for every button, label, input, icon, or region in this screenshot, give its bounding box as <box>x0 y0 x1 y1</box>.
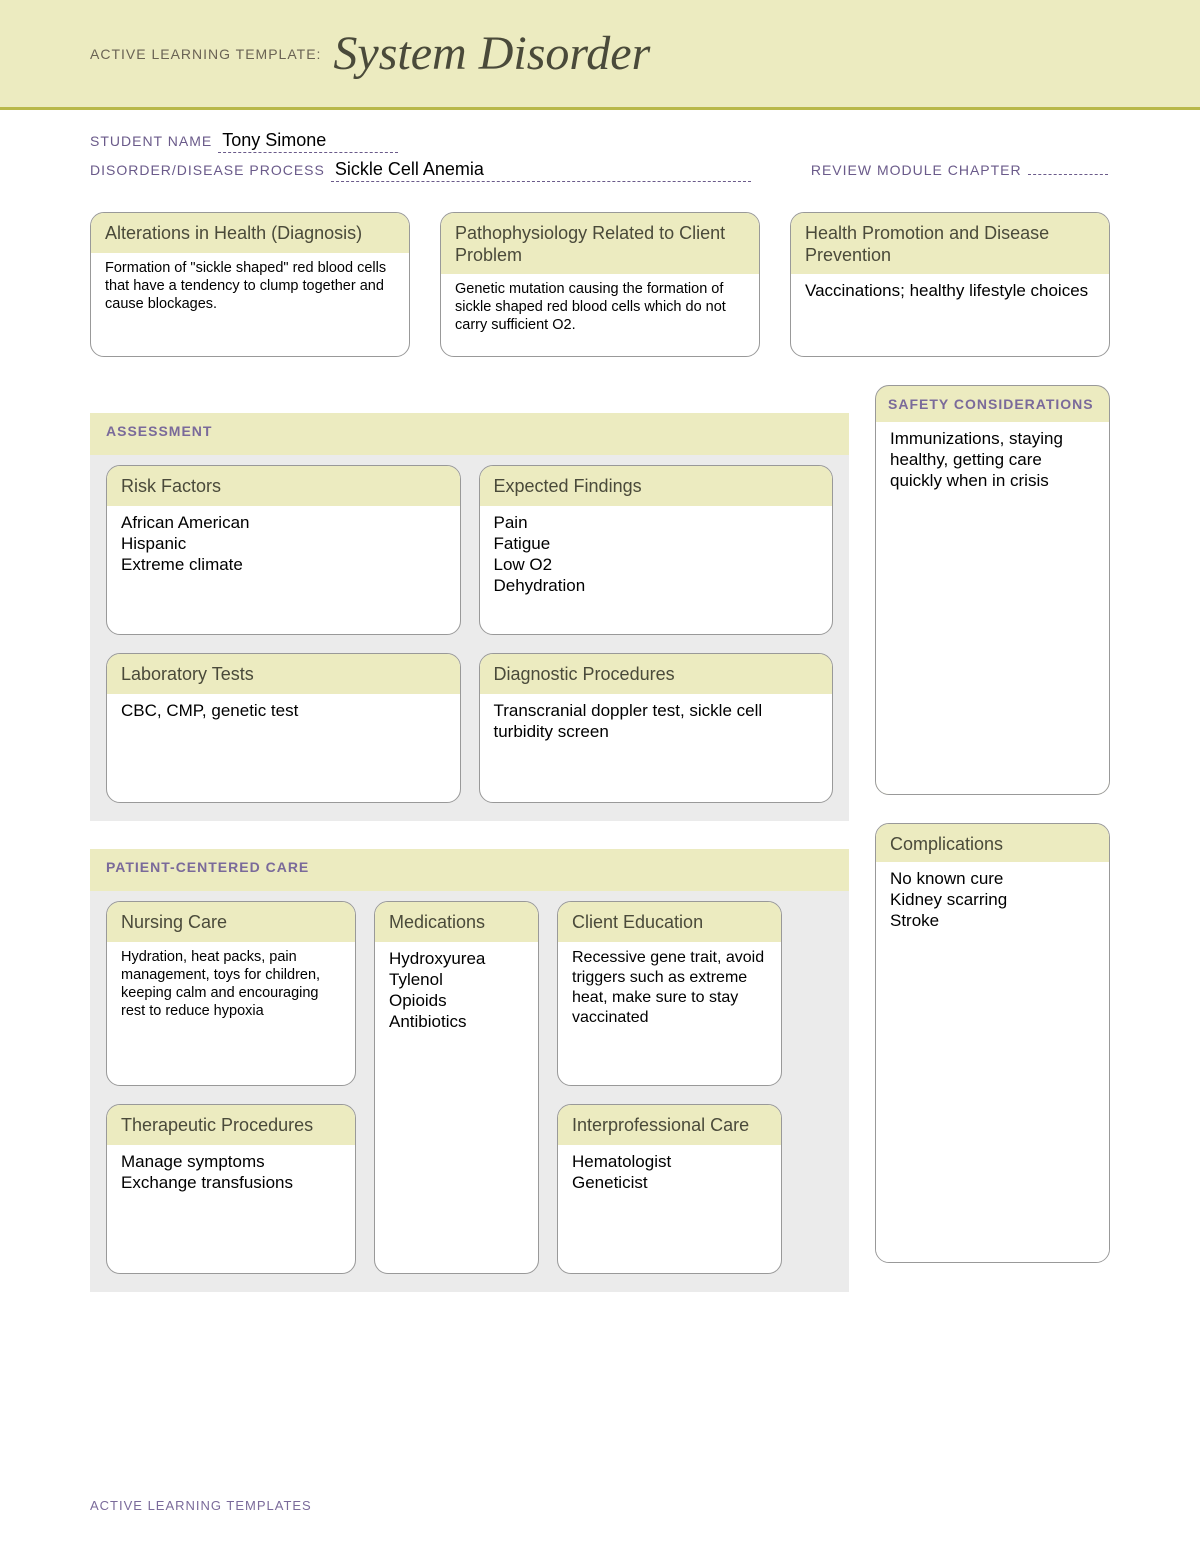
template-label: ACTIVE LEARNING TEMPLATE: <box>90 46 321 62</box>
alterations-card: Alterations in Health (Diagnosis) Format… <box>90 212 410 357</box>
lab-tests-title: Laboratory Tests <box>107 654 460 694</box>
expected-findings-title: Expected Findings <box>480 466 833 506</box>
therapeutic-title: Therapeutic Procedures <box>107 1105 355 1145</box>
risk-factors-card: Risk Factors African American Hispanic E… <box>106 465 461 635</box>
safety-block: SAFETY CONSIDERATIONS Immunizations, sta… <box>875 385 1110 795</box>
diagnostic-card: Diagnostic Procedures Transcranial doppl… <box>479 653 834 803</box>
student-name-label: STUDENT NAME <box>90 133 212 149</box>
lab-tests-body: CBC, CMP, genetic test <box>107 694 460 802</box>
content: STUDENT NAME Tony Simone DISORDER/DISEAS… <box>0 110 1200 1292</box>
review-value <box>1028 161 1108 175</box>
pcc-grid: Nursing Care Hydration, heat packs, pain… <box>106 901 833 1274</box>
therapeutic-card: Therapeutic Procedures Manage symptoms E… <box>106 1104 356 1274</box>
alterations-title: Alterations in Health (Diagnosis) <box>91 213 409 253</box>
student-name-row: STUDENT NAME Tony Simone <box>90 130 1110 153</box>
expected-findings-card: Expected Findings Pain Fatigue Low O2 De… <box>479 465 834 635</box>
left-column: ASSESSMENT Risk Factors African American… <box>90 385 849 1292</box>
patho-title: Pathophysiology Related to Client Proble… <box>441 213 759 274</box>
interprofessional-body: Hematologist Geneticist <box>558 1145 781 1273</box>
safety-title: SAFETY CONSIDERATIONS <box>876 386 1109 416</box>
top-banner: ACTIVE LEARNING TEMPLATE: System Disorde… <box>0 0 1200 110</box>
promotion-card: Health Promotion and Disease Prevention … <box>790 212 1110 357</box>
medications-title: Medications <box>375 902 538 942</box>
nursing-care-card: Nursing Care Hydration, heat packs, pain… <box>106 901 356 1086</box>
assessment-section: ASSESSMENT Risk Factors African American… <box>90 413 849 821</box>
medications-card: Medications Hydroxyurea Tylenol Opioids … <box>374 901 539 1274</box>
complications-block: Complications No known cure Kidney scarr… <box>875 823 1110 1263</box>
top-cards-row: Alterations in Health (Diagnosis) Format… <box>90 212 1110 357</box>
client-education-card: Client Education Recessive gene trait, a… <box>557 901 782 1086</box>
client-education-body: Recessive gene trait, avoid triggers suc… <box>558 942 781 1085</box>
page: ACTIVE LEARNING TEMPLATE: System Disorde… <box>0 0 1200 1292</box>
nursing-care-title: Nursing Care <box>107 902 355 942</box>
footer-text: ACTIVE LEARNING TEMPLATES <box>90 1498 312 1513</box>
patho-card: Pathophysiology Related to Client Proble… <box>440 212 760 357</box>
therapeutic-body: Manage symptoms Exchange transfusions <box>107 1145 355 1273</box>
lab-tests-card: Laboratory Tests CBC, CMP, genetic test <box>106 653 461 803</box>
disorder-value: Sickle Cell Anemia <box>331 159 751 182</box>
pcc-section: PATIENT-CENTERED CARE Nursing Care Hydra… <box>90 849 849 1292</box>
nursing-care-body: Hydration, heat packs, pain management, … <box>107 942 355 1085</box>
interprofessional-title: Interprofessional Care <box>558 1105 781 1145</box>
complications-body: No known cure Kidney scarring Stroke <box>876 862 1109 1262</box>
expected-findings-body: Pain Fatigue Low O2 Dehydration <box>480 506 833 634</box>
pcc-title: PATIENT-CENTERED CARE <box>106 859 833 875</box>
assessment-title: ASSESSMENT <box>106 423 833 439</box>
risk-factors-title: Risk Factors <box>107 466 460 506</box>
assessment-grid: Risk Factors African American Hispanic E… <box>106 465 833 803</box>
promotion-title: Health Promotion and Disease Prevention <box>791 213 1109 274</box>
interprofessional-card: Interprofessional Care Hematologist Gene… <box>557 1104 782 1274</box>
student-name-value: Tony Simone <box>218 130 398 153</box>
right-column: SAFETY CONSIDERATIONS Immunizations, sta… <box>875 385 1110 1292</box>
medications-body: Hydroxyurea Tylenol Opioids Antibiotics <box>375 942 538 1273</box>
patho-body: Genetic mutation causing the formation o… <box>441 274 759 356</box>
alterations-body: Formation of "sickle shaped" red blood c… <box>91 253 409 356</box>
disorder-label: DISORDER/DISEASE PROCESS <box>90 162 325 178</box>
diagnostic-title: Diagnostic Procedures <box>480 654 833 694</box>
safety-body: Immunizations, staying healthy, getting … <box>876 422 1109 795</box>
complications-title: Complications <box>876 824 1109 862</box>
disorder-row: DISORDER/DISEASE PROCESS Sickle Cell Ane… <box>90 159 1110 182</box>
template-title: System Disorder <box>333 26 650 81</box>
main-grid: ASSESSMENT Risk Factors African American… <box>90 385 1110 1292</box>
diagnostic-body: Transcranial doppler test, sickle cell t… <box>480 694 833 802</box>
review-label: REVIEW MODULE CHAPTER <box>811 162 1022 178</box>
risk-factors-body: African American Hispanic Extreme climat… <box>107 506 460 634</box>
promotion-body: Vaccinations; healthy lifestyle choices <box>791 274 1109 356</box>
client-education-title: Client Education <box>558 902 781 942</box>
